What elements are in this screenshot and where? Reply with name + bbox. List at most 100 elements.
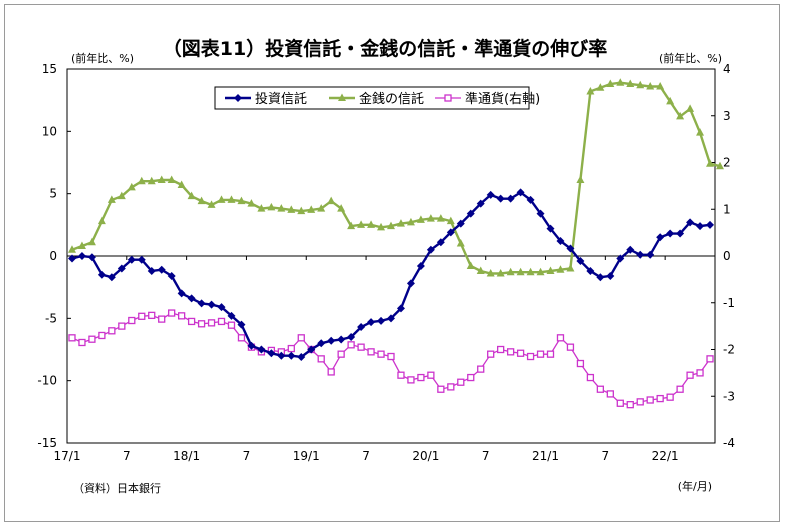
left-tick-label: 0 xyxy=(49,249,57,263)
data-point xyxy=(197,196,206,205)
data-point xyxy=(427,371,435,379)
data-point xyxy=(148,311,156,320)
data-point xyxy=(586,266,595,275)
data-point xyxy=(357,323,366,332)
data-point xyxy=(406,279,415,288)
data-point xyxy=(526,352,535,361)
data-point xyxy=(177,180,186,188)
data-point xyxy=(78,338,86,347)
data-point xyxy=(117,264,126,273)
left-tick-label: 15 xyxy=(42,62,57,76)
right-tick-label: -3 xyxy=(723,389,735,403)
data-point xyxy=(338,93,346,101)
data-point xyxy=(456,239,465,247)
data-point xyxy=(506,194,515,203)
data-point xyxy=(138,312,146,320)
data-point xyxy=(706,220,715,229)
data-point xyxy=(526,195,535,204)
data-point xyxy=(686,104,695,112)
data-point xyxy=(417,373,425,382)
data-point xyxy=(456,219,465,228)
data-point xyxy=(706,355,714,363)
data-point xyxy=(187,317,196,326)
data-point xyxy=(526,267,535,276)
data-point xyxy=(207,300,216,309)
data-point xyxy=(626,245,635,254)
data-point xyxy=(446,228,455,237)
left-tick-label: 5 xyxy=(49,187,57,201)
data-point xyxy=(357,343,365,351)
data-point xyxy=(87,237,96,246)
data-point xyxy=(447,383,455,391)
left-tick-label: -10 xyxy=(37,374,57,388)
data-point xyxy=(466,261,475,269)
data-point xyxy=(676,385,684,393)
data-point xyxy=(546,266,555,274)
left-tick-label: 10 xyxy=(42,124,57,138)
data-point xyxy=(347,333,356,342)
x-tick-label: 7 xyxy=(123,449,131,463)
series-triangle xyxy=(67,78,724,277)
data-point xyxy=(466,209,475,218)
data-point xyxy=(187,294,196,303)
data-point xyxy=(167,175,176,183)
data-point xyxy=(377,316,386,325)
data-point xyxy=(157,175,166,183)
right-tick-label: 4 xyxy=(723,62,731,76)
data-point xyxy=(576,256,585,265)
data-point xyxy=(536,267,545,276)
data-point xyxy=(297,334,305,342)
data-point xyxy=(696,128,705,136)
data-point xyxy=(387,221,395,230)
data-point xyxy=(616,254,625,263)
data-point xyxy=(436,238,445,247)
x-tick-label: 7 xyxy=(243,449,251,463)
data-point xyxy=(416,215,425,223)
data-point xyxy=(128,316,136,325)
data-point xyxy=(377,222,386,231)
data-point xyxy=(297,352,306,361)
legend-label: 準通貨(右軸) xyxy=(465,91,540,107)
data-point xyxy=(666,229,675,238)
data-point xyxy=(147,176,156,185)
right-tick-label: 3 xyxy=(723,109,731,123)
data-point xyxy=(97,216,106,225)
x-axis-unit: (年/月) xyxy=(678,479,712,493)
data-point xyxy=(576,359,585,368)
data-point xyxy=(596,385,605,393)
data-point xyxy=(77,241,86,250)
data-point xyxy=(516,267,525,276)
data-point xyxy=(546,224,555,233)
data-point xyxy=(566,343,575,351)
data-point xyxy=(137,176,146,185)
data-point xyxy=(327,336,336,345)
x-tick-label: 7 xyxy=(482,449,490,463)
data-point xyxy=(217,303,226,312)
data-point xyxy=(257,345,266,354)
x-tick-label: 17/1 xyxy=(54,449,81,463)
data-point xyxy=(67,254,76,263)
data-point xyxy=(686,371,694,379)
data-point xyxy=(686,218,695,227)
data-point xyxy=(606,390,614,398)
data-point xyxy=(457,378,465,386)
left-tick-label: -15 xyxy=(37,436,57,450)
data-point xyxy=(267,349,276,358)
data-point xyxy=(108,327,116,335)
right-axis-unit: (前年比、%) xyxy=(659,51,722,65)
data-point xyxy=(676,229,685,238)
data-point xyxy=(107,273,116,282)
data-point xyxy=(217,317,226,326)
data-point xyxy=(715,161,724,170)
data-point xyxy=(157,265,166,274)
legend-label: 投資信託 xyxy=(255,91,307,107)
right-tick-label: 2 xyxy=(723,156,731,170)
data-point xyxy=(227,321,236,329)
data-point xyxy=(207,319,216,327)
data-point xyxy=(88,335,96,343)
data-point xyxy=(367,348,375,356)
right-tick-label: -2 xyxy=(723,343,735,357)
data-point xyxy=(646,81,655,90)
data-point xyxy=(616,399,624,407)
data-point xyxy=(486,268,495,277)
